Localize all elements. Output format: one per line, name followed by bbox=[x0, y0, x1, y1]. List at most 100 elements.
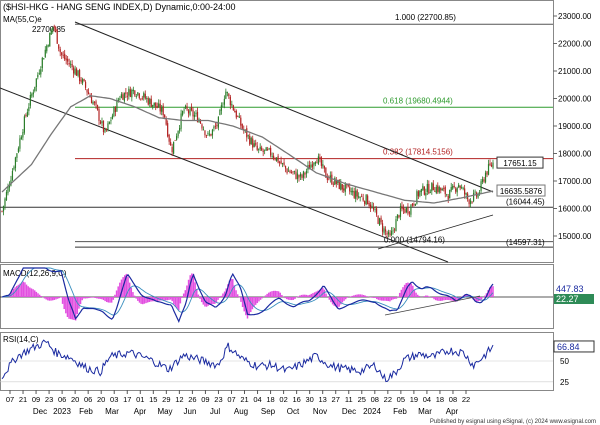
price-panel-frame bbox=[0, 0, 554, 263]
candle-body bbox=[292, 171, 294, 173]
candle-body bbox=[174, 139, 176, 141]
candle-body bbox=[50, 30, 52, 35]
candle-body bbox=[386, 232, 388, 235]
candle-body bbox=[108, 121, 111, 124]
candle-body bbox=[471, 201, 473, 203]
candle-body bbox=[238, 116, 240, 118]
candle-body bbox=[280, 160, 282, 164]
time-tick-label: 08 bbox=[371, 395, 379, 404]
candle-body bbox=[255, 143, 257, 145]
candle-body bbox=[111, 115, 114, 120]
month-label: Jun bbox=[184, 407, 197, 416]
candle-body bbox=[247, 135, 249, 137]
candle-body bbox=[356, 190, 358, 197]
candle-body bbox=[377, 215, 379, 224]
candle-body bbox=[340, 183, 342, 190]
candle-body bbox=[119, 98, 121, 100]
candle-body bbox=[131, 89, 133, 98]
candle-body bbox=[449, 189, 451, 199]
candle-body bbox=[47, 45, 49, 47]
candle-body bbox=[90, 96, 93, 104]
candle-body bbox=[325, 167, 327, 178]
month-label: 2024 bbox=[363, 407, 381, 416]
candle-body bbox=[443, 188, 445, 190]
candle-body bbox=[387, 231, 390, 235]
candle-body bbox=[408, 212, 411, 214]
candle-body bbox=[43, 58, 45, 60]
time-tick-label: 13 bbox=[319, 395, 327, 404]
candle-body bbox=[96, 105, 99, 110]
candle-body bbox=[235, 110, 237, 118]
candle-body bbox=[276, 157, 278, 161]
candle-body bbox=[290, 172, 293, 173]
candle-body bbox=[453, 185, 455, 188]
price-tick-label: 16000.00 bbox=[558, 205, 592, 214]
candle-body bbox=[378, 218, 381, 226]
candle-body bbox=[444, 186, 446, 195]
candle-body bbox=[149, 98, 151, 104]
candle-body bbox=[123, 92, 125, 102]
candle-body bbox=[361, 196, 363, 198]
candle-body bbox=[137, 92, 139, 95]
candle-body bbox=[384, 229, 387, 232]
candle-body bbox=[353, 191, 355, 198]
candle-body bbox=[441, 188, 443, 191]
candle-body bbox=[344, 184, 346, 192]
candle-body bbox=[192, 109, 194, 117]
candle-body bbox=[217, 116, 219, 128]
month-label: Mar bbox=[105, 407, 119, 416]
candle-body bbox=[165, 118, 167, 125]
month-label: Jul bbox=[210, 407, 220, 416]
candle-body bbox=[67, 58, 69, 62]
candle-body bbox=[435, 186, 437, 193]
candle-body bbox=[158, 103, 160, 107]
time-tick-label: 03 bbox=[110, 395, 118, 404]
candle-body bbox=[116, 100, 118, 112]
candle-body bbox=[171, 147, 173, 153]
time-tick-label: 15 bbox=[149, 395, 157, 404]
candle-body bbox=[423, 186, 425, 195]
candle-body bbox=[122, 94, 124, 100]
candle-body bbox=[289, 170, 291, 173]
candle-body bbox=[358, 196, 360, 198]
last-price-label: 17651.15 bbox=[503, 159, 537, 168]
time-tick-label: 06 bbox=[84, 395, 92, 404]
candle-body bbox=[58, 44, 60, 49]
candle-body bbox=[70, 63, 72, 65]
time-tick-label: 04 bbox=[423, 395, 431, 404]
candle-body bbox=[286, 168, 288, 174]
candle-body bbox=[11, 171, 14, 180]
candle-body bbox=[313, 162, 315, 166]
candle-body bbox=[477, 194, 479, 198]
candle-body bbox=[180, 113, 182, 129]
candle-body bbox=[231, 104, 233, 106]
candle-body bbox=[41, 57, 43, 69]
price-tick-label: 15000.00 bbox=[558, 232, 592, 241]
candle-body bbox=[110, 120, 112, 122]
time-tick-label: 27 bbox=[332, 395, 340, 404]
candle-body bbox=[26, 111, 28, 117]
candle-body bbox=[455, 188, 457, 192]
candle-body bbox=[53, 26, 55, 28]
candle-body bbox=[365, 194, 367, 205]
candle-body bbox=[93, 101, 96, 103]
candle-body bbox=[402, 207, 405, 210]
candle-body bbox=[79, 69, 81, 81]
time-tick-label: 22 bbox=[462, 395, 470, 404]
candle-body bbox=[317, 156, 319, 165]
candle-body bbox=[65, 58, 67, 61]
candle-body bbox=[107, 123, 109, 130]
candle-body bbox=[492, 162, 494, 168]
candle-body bbox=[250, 137, 252, 145]
fib-label-1000: 1.000 (22700.85) bbox=[395, 13, 456, 22]
candle-body bbox=[38, 73, 40, 75]
candle-body bbox=[187, 110, 190, 114]
candle-body bbox=[214, 125, 217, 127]
support-trendline bbox=[377, 214, 494, 250]
candle-body bbox=[326, 176, 328, 180]
candle-body bbox=[213, 126, 215, 129]
candle-body bbox=[59, 49, 61, 53]
candle-body bbox=[262, 150, 264, 152]
candle-body bbox=[222, 105, 224, 107]
candle-body bbox=[310, 164, 312, 168]
